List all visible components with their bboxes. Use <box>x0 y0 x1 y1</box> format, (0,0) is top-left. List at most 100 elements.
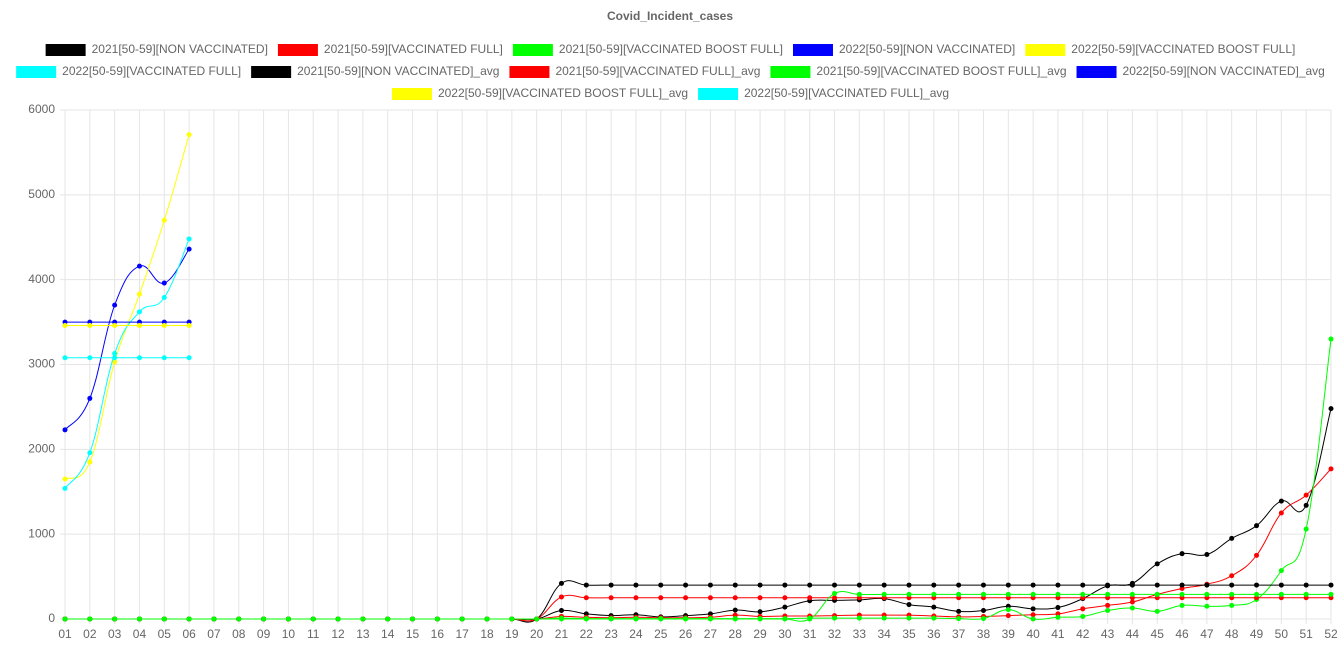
x-tick-label: 44 <box>1126 627 1140 641</box>
data-point <box>633 582 639 588</box>
x-tick-label: 24 <box>629 627 643 641</box>
legend-swatch <box>698 88 739 100</box>
legend-item: 2022[50-59][NON VACCINATED] <box>792 42 1015 56</box>
x-tick-label: 23 <box>604 627 618 641</box>
series-line <box>65 408 1332 621</box>
x-tick-label: 17 <box>455 627 469 641</box>
series-line <box>64 134 190 480</box>
data-point <box>87 395 93 401</box>
data-point <box>1030 606 1036 612</box>
x-tick-label: 18 <box>480 627 494 641</box>
data-point <box>1055 605 1061 611</box>
data-point <box>1154 591 1160 597</box>
data-point <box>62 355 68 361</box>
data-point <box>956 608 962 614</box>
x-tick-label: 02 <box>83 627 97 641</box>
x-tick-label: 51 <box>1299 627 1313 641</box>
data-point <box>87 322 93 328</box>
data-point <box>1030 612 1036 618</box>
data-point <box>1303 526 1309 532</box>
data-point <box>112 350 118 356</box>
x-tick-label: 47 <box>1200 627 1214 641</box>
data-point <box>87 355 93 361</box>
legend-label: 2021[50-59][VACCINATED FULL]_avg <box>555 64 760 78</box>
data-point <box>161 322 167 328</box>
data-point <box>62 616 68 622</box>
data-point <box>707 582 713 588</box>
legend-swatch <box>792 44 833 56</box>
legend-swatch <box>251 66 292 78</box>
data-point <box>732 595 738 601</box>
data-point <box>310 616 316 622</box>
legend-label: 2022[50-59][NON VACCINATED] <box>839 42 1015 56</box>
x-tick-label: 34 <box>877 627 891 641</box>
x-tick-label: 10 <box>282 627 296 641</box>
data-point <box>186 616 192 622</box>
x-tick-label: 39 <box>1002 627 1016 641</box>
data-point <box>1105 582 1111 588</box>
data-point <box>931 582 937 588</box>
legend-label: 2021[50-59][VACCINATED BOOST FULL] <box>559 42 783 56</box>
legend-item: 2021[50-59][VACCINATED FULL] <box>277 42 503 56</box>
x-tick-label: 43 <box>1101 627 1115 641</box>
data-point <box>1080 591 1086 597</box>
data-point <box>1204 591 1210 597</box>
data-point <box>1129 605 1135 611</box>
data-point <box>136 616 142 622</box>
data-point <box>261 616 267 622</box>
data-point <box>906 615 912 621</box>
data-point <box>1254 552 1260 558</box>
data-point <box>1005 582 1011 588</box>
x-tick-label: 30 <box>778 627 792 641</box>
data-point <box>931 615 937 621</box>
data-point <box>161 355 167 361</box>
data-point <box>683 616 689 622</box>
data-point <box>1328 591 1334 597</box>
data-point <box>658 595 664 601</box>
data-point <box>757 595 763 601</box>
x-tick-label: 27 <box>704 627 718 641</box>
data-point <box>1229 602 1235 608</box>
x-tick-label: 21 <box>555 627 569 641</box>
series-line <box>65 594 1331 622</box>
x-tick-label: 29 <box>753 627 767 641</box>
data-point <box>782 604 788 610</box>
data-point <box>1129 582 1135 588</box>
legend-label: 2022[50-59][VACCINATED FULL] <box>62 64 241 78</box>
data-point <box>1154 608 1160 614</box>
x-tick-label: 46 <box>1175 627 1189 641</box>
legend-item: 2022[50-59][VACCINATED BOOST FULL]_avg <box>391 86 688 100</box>
data-point <box>956 591 962 597</box>
data-point <box>186 246 192 252</box>
data-point <box>832 582 838 588</box>
data-point <box>832 595 838 601</box>
data-point <box>1080 606 1086 612</box>
data-point <box>906 582 912 588</box>
data-point <box>1254 523 1260 529</box>
data-point <box>1179 591 1185 597</box>
x-tick-label: 08 <box>232 627 246 641</box>
x-tick-label: 38 <box>977 627 991 641</box>
data-point <box>236 616 242 622</box>
data-point <box>1328 466 1334 472</box>
x-tick-label: 48 <box>1225 627 1239 641</box>
x-tick-label: 07 <box>207 627 221 641</box>
data-point <box>1229 535 1235 541</box>
series-line <box>65 468 1332 620</box>
legend-item: 2021[50-59][VACCINATED BOOST FULL] <box>512 42 783 56</box>
data-point <box>881 582 887 588</box>
data-point <box>1328 582 1334 588</box>
data-point <box>161 294 167 300</box>
x-tick-label: 06 <box>182 627 196 641</box>
data-point <box>707 616 713 622</box>
data-point <box>1030 582 1036 588</box>
data-point <box>1229 573 1235 579</box>
data-point <box>1303 492 1309 498</box>
data-point <box>956 616 962 622</box>
data-point <box>1055 591 1061 597</box>
x-tick-label: 35 <box>902 627 916 641</box>
x-tick-label: 49 <box>1250 627 1264 641</box>
data-point <box>1179 602 1185 608</box>
data-point <box>558 580 564 586</box>
data-point <box>1129 591 1135 597</box>
